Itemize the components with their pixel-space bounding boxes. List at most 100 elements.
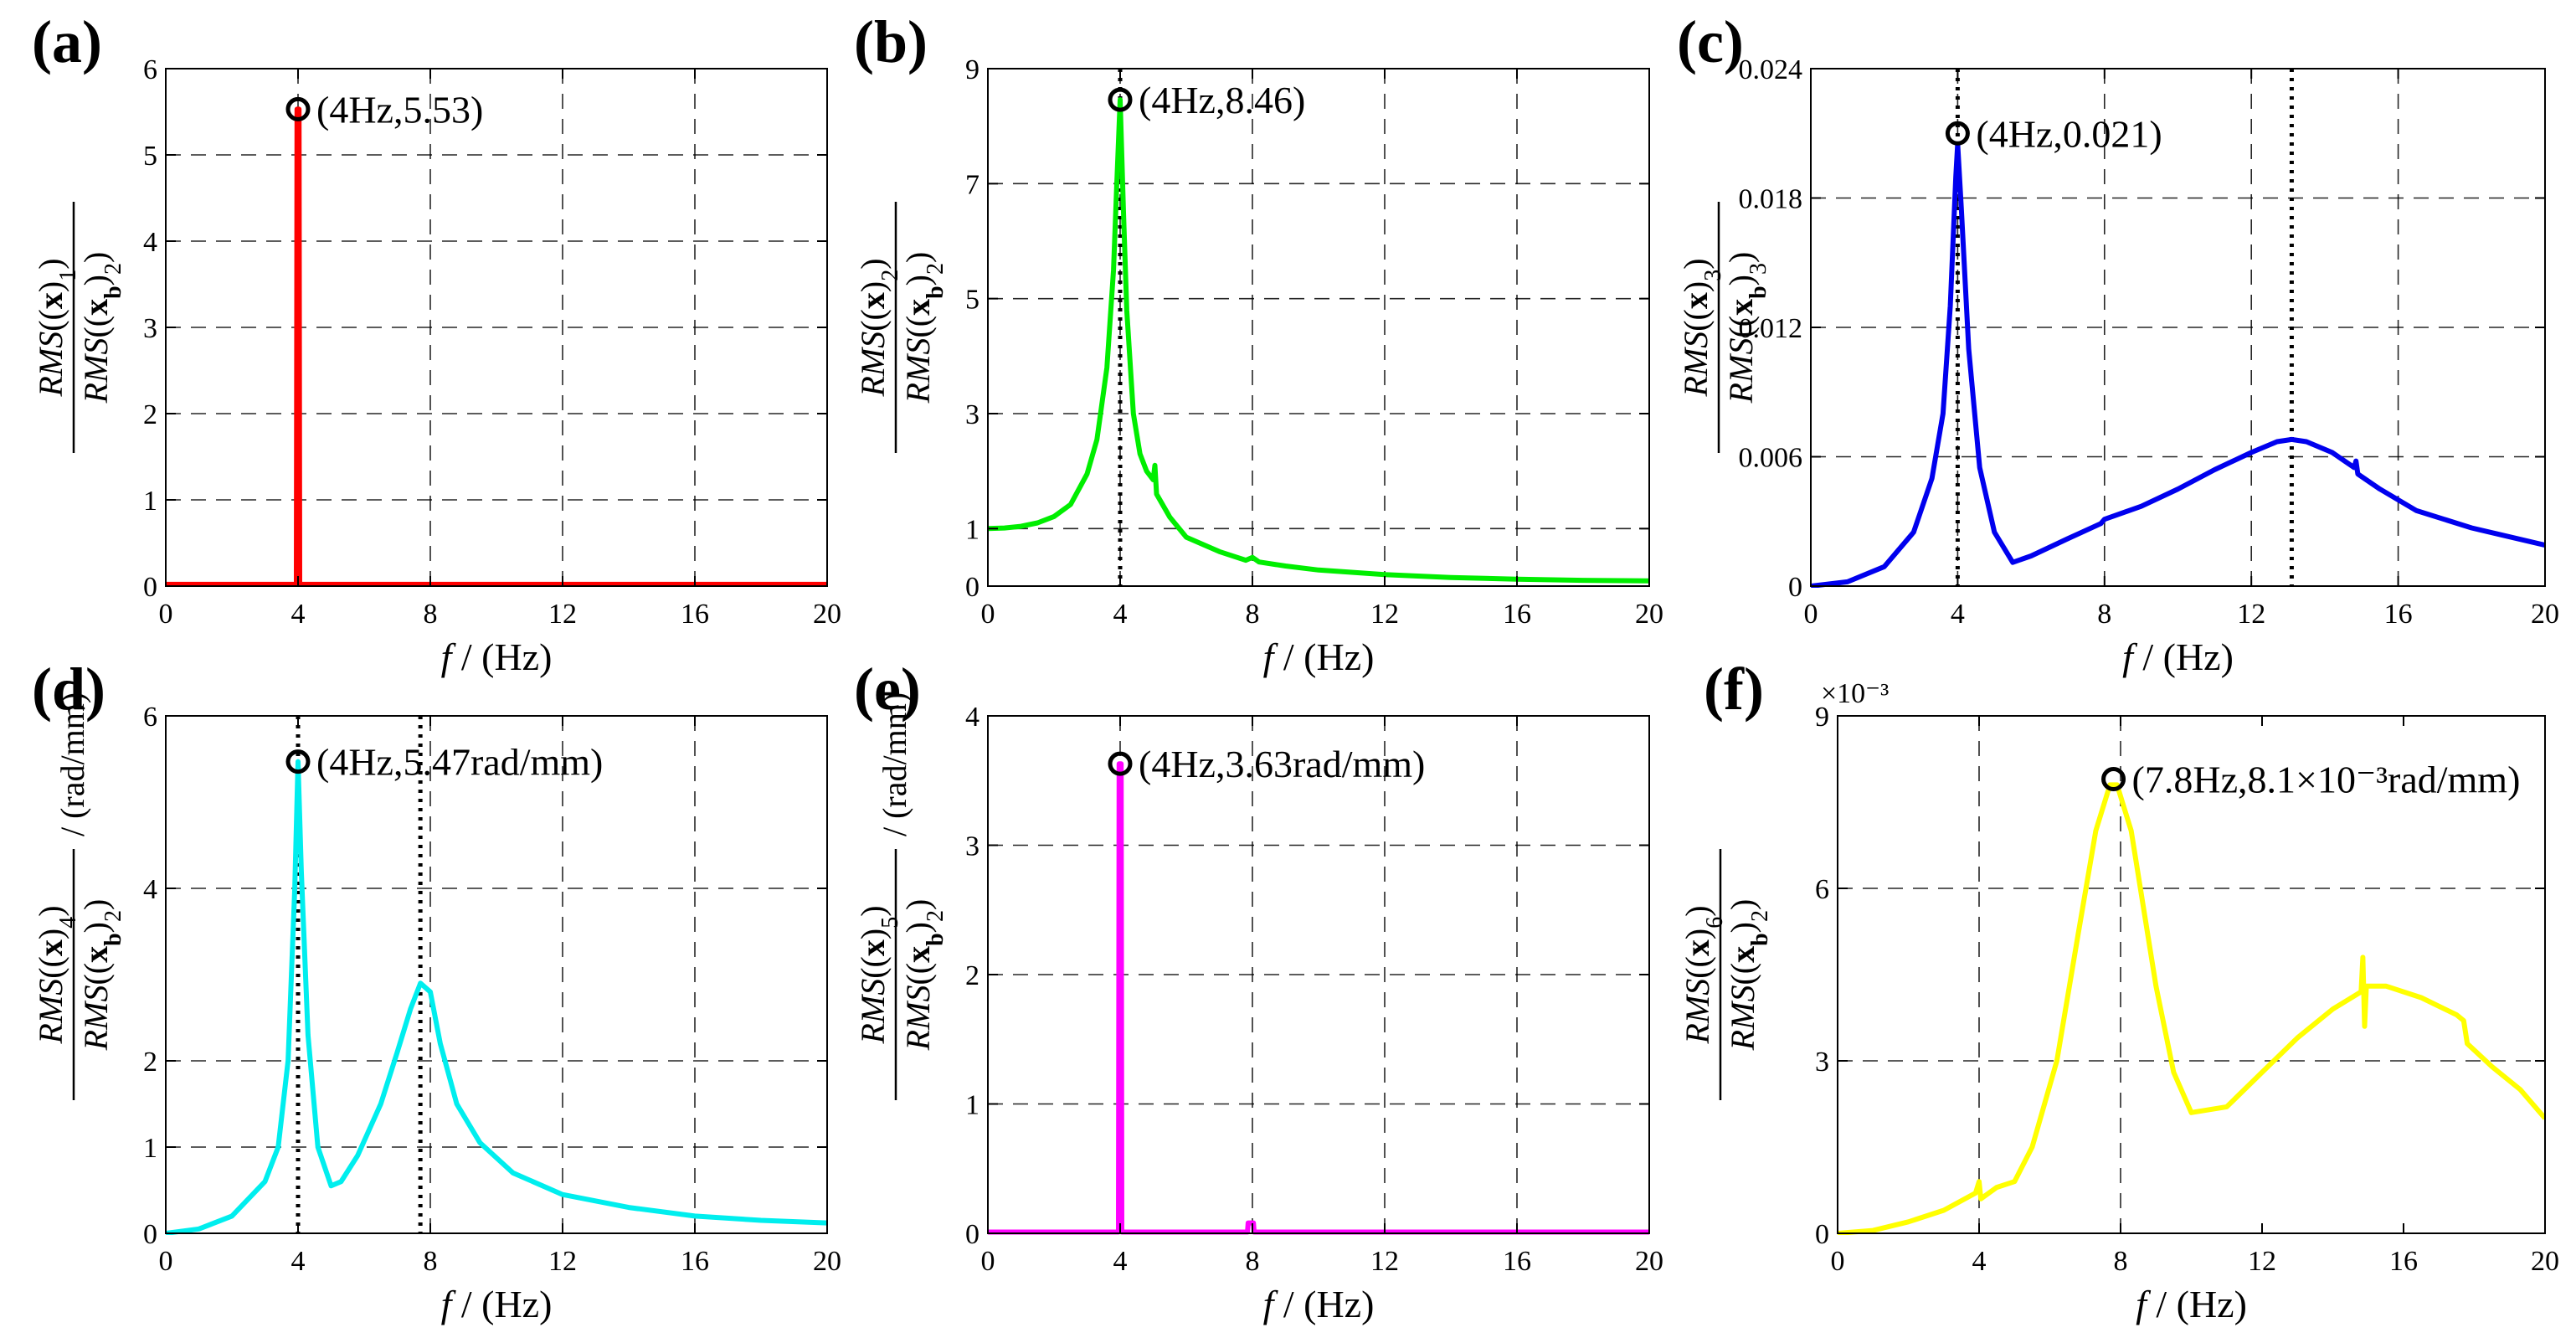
y-label-num-paren-open: (( bbox=[32, 956, 69, 979]
y-tick-label: 0 bbox=[143, 1219, 157, 1250]
y-label-den-func: RMS bbox=[77, 338, 115, 404]
y-label-num-paren-close: ) bbox=[32, 905, 69, 916]
y-tick-label: 0.024 bbox=[1739, 54, 1803, 85]
y-tick-label: 7 bbox=[965, 169, 979, 200]
y-label-den-var: x bbox=[899, 299, 937, 316]
data-series-line bbox=[988, 761, 1649, 1235]
peak-annotation: (4Hz,0.021) bbox=[1976, 112, 2162, 155]
y-tick-label: 1 bbox=[965, 514, 979, 545]
y-label-num-paren-open: (( bbox=[854, 309, 892, 332]
x-tick-label: 0 bbox=[159, 599, 173, 630]
y-label-num-paren-close: ) bbox=[1677, 258, 1715, 269]
peak-annotation: (4Hz,3.63rad/mm) bbox=[1139, 743, 1425, 785]
y-label-den-sub: 2 bbox=[100, 263, 126, 275]
x-tick-label: 4 bbox=[1113, 599, 1128, 630]
x-axis-label-unit: / (Hz) bbox=[2133, 635, 2234, 678]
y-tick-label: 0 bbox=[143, 572, 157, 603]
x-axis-label: f / (Hz) bbox=[1263, 635, 1375, 678]
y-tick-label: 0.006 bbox=[1739, 443, 1803, 474]
y-label-num-var: x bbox=[1679, 939, 1716, 956]
y-label-denominator: RMS((xb)2) bbox=[77, 252, 126, 404]
x-tick-label: 4 bbox=[1113, 1246, 1128, 1277]
peak-annotation: (4Hz,5.53) bbox=[316, 88, 483, 131]
chart-panel-f: (f) 0 4 8 12 16 20 0 3 6 9×10⁻³ f / (Hz) RMS((x)6)RM… bbox=[1679, 656, 2559, 1325]
x-tick-label: 16 bbox=[2384, 599, 2413, 630]
y-label-num-paren-open: (( bbox=[854, 956, 892, 979]
y-label-den-paren-open: (( bbox=[77, 316, 115, 338]
panel-label: (e) bbox=[854, 656, 921, 723]
peak-marker bbox=[1945, 121, 1970, 146]
x-tick-label: 16 bbox=[2389, 1246, 2418, 1277]
y-label-den-func: RMS bbox=[899, 985, 937, 1052]
y-axis-label: RMS((x)2)RMS((xb)2) bbox=[854, 202, 949, 453]
y-label-den-sub: 2 bbox=[923, 910, 949, 922]
y-label-num-paren-mid: ) bbox=[854, 281, 892, 292]
x-tick-label: 20 bbox=[2531, 1246, 2559, 1277]
y-label-den-var-sub: b bbox=[100, 286, 126, 299]
y-label-den-func: RMS bbox=[1722, 338, 1760, 404]
x-tick-label: 0 bbox=[1831, 1246, 1845, 1277]
x-tick-label: 12 bbox=[548, 1246, 577, 1277]
y-label-num-func: RMS bbox=[1679, 979, 1716, 1045]
x-axis-label: f / (Hz) bbox=[441, 635, 553, 678]
y-tick-label: 3 bbox=[965, 831, 979, 862]
y-label-den-func: RMS bbox=[77, 985, 115, 1052]
peak-marker bbox=[285, 749, 311, 774]
y-axis-label: RMS((x)6)RMS((xb)2) bbox=[1679, 849, 1773, 1100]
y-label-den-paren-mid: ) bbox=[1724, 922, 1761, 933]
y-label-den-paren-open: (( bbox=[77, 963, 115, 985]
x-axis-label-unit: / (Hz) bbox=[451, 1283, 552, 1325]
y-tick-label: 4 bbox=[965, 702, 979, 733]
y-tick-label: 1 bbox=[143, 486, 157, 517]
y-label-den-func: RMS bbox=[899, 338, 937, 404]
y-label-unit: / (rad/mm) bbox=[876, 692, 913, 836]
y-tick-label: 2 bbox=[965, 960, 979, 991]
y-label-numerator: RMS((x)6) bbox=[1679, 905, 1728, 1044]
y-label-den-var-sub: b bbox=[923, 286, 949, 299]
y-label-num-paren-close: ) bbox=[1679, 905, 1716, 916]
y-label-denominator: RMS((xb)2) bbox=[1724, 899, 1773, 1052]
y-label-den-var: x bbox=[77, 946, 115, 963]
peak-marker bbox=[1108, 751, 1133, 776]
y-label-den-paren-mid: ) bbox=[77, 922, 115, 933]
y-label-den-var: x bbox=[77, 299, 115, 316]
y-label-numerator: RMS((x)4) bbox=[32, 905, 81, 1044]
y-label-num-paren-close: ) bbox=[854, 905, 892, 916]
peak-marker bbox=[285, 96, 311, 121]
y-tick-label: 0 bbox=[1815, 1219, 1829, 1250]
y-tick-label: 0.012 bbox=[1739, 313, 1803, 344]
y-tick-label: 1 bbox=[143, 1133, 157, 1164]
x-tick-label: 16 bbox=[1503, 599, 1531, 630]
y-tick-label: 4 bbox=[143, 227, 157, 258]
y-label-den-paren-close: ) bbox=[1724, 899, 1761, 910]
chart-panel-c: (c) 0 4 8 12 16 20 0 0.006 0.012 0.018 0.024 f / (Hz… bbox=[1677, 8, 2559, 678]
y-label-den-paren-mid: ) bbox=[77, 275, 115, 286]
y-label-denominator: RMS((xb)2) bbox=[899, 899, 949, 1052]
x-tick-label: 20 bbox=[1635, 599, 1663, 630]
y-label-den-var-sub: b bbox=[1747, 933, 1773, 946]
data-series-line bbox=[166, 106, 827, 587]
y-label-den-var: x bbox=[899, 946, 937, 963]
y-label-num-paren-open: (( bbox=[32, 309, 69, 332]
y-label-den-paren-mid: ) bbox=[899, 275, 937, 286]
y-axis-label: RMS((x)1)RMS((xb)2) bbox=[32, 202, 126, 453]
peak-annotation: (4Hz,5.47rad/mm) bbox=[316, 741, 603, 784]
y-label-den-var: x bbox=[1722, 299, 1760, 316]
y-label-num-var: x bbox=[32, 939, 69, 956]
y-tick-label: 0.018 bbox=[1739, 184, 1803, 215]
y-label-num-paren-mid: ) bbox=[854, 929, 892, 939]
y-label-den-sub: 3 bbox=[1746, 263, 1771, 275]
x-tick-label: 0 bbox=[981, 599, 995, 630]
y-label-num-func: RMS bbox=[854, 332, 892, 398]
y-label-den-var-sub: b bbox=[1746, 286, 1771, 299]
y-label-num-var: x bbox=[854, 939, 892, 956]
x-tick-label: 12 bbox=[1370, 1246, 1399, 1277]
y-tick-label: 3 bbox=[143, 313, 157, 344]
x-tick-label: 8 bbox=[2097, 599, 2111, 630]
y-label-num-paren-mid: ) bbox=[1679, 929, 1716, 939]
y-label-numerator: RMS((x)3) bbox=[1677, 258, 1726, 397]
y-label-den-var-sub: b bbox=[923, 933, 949, 946]
